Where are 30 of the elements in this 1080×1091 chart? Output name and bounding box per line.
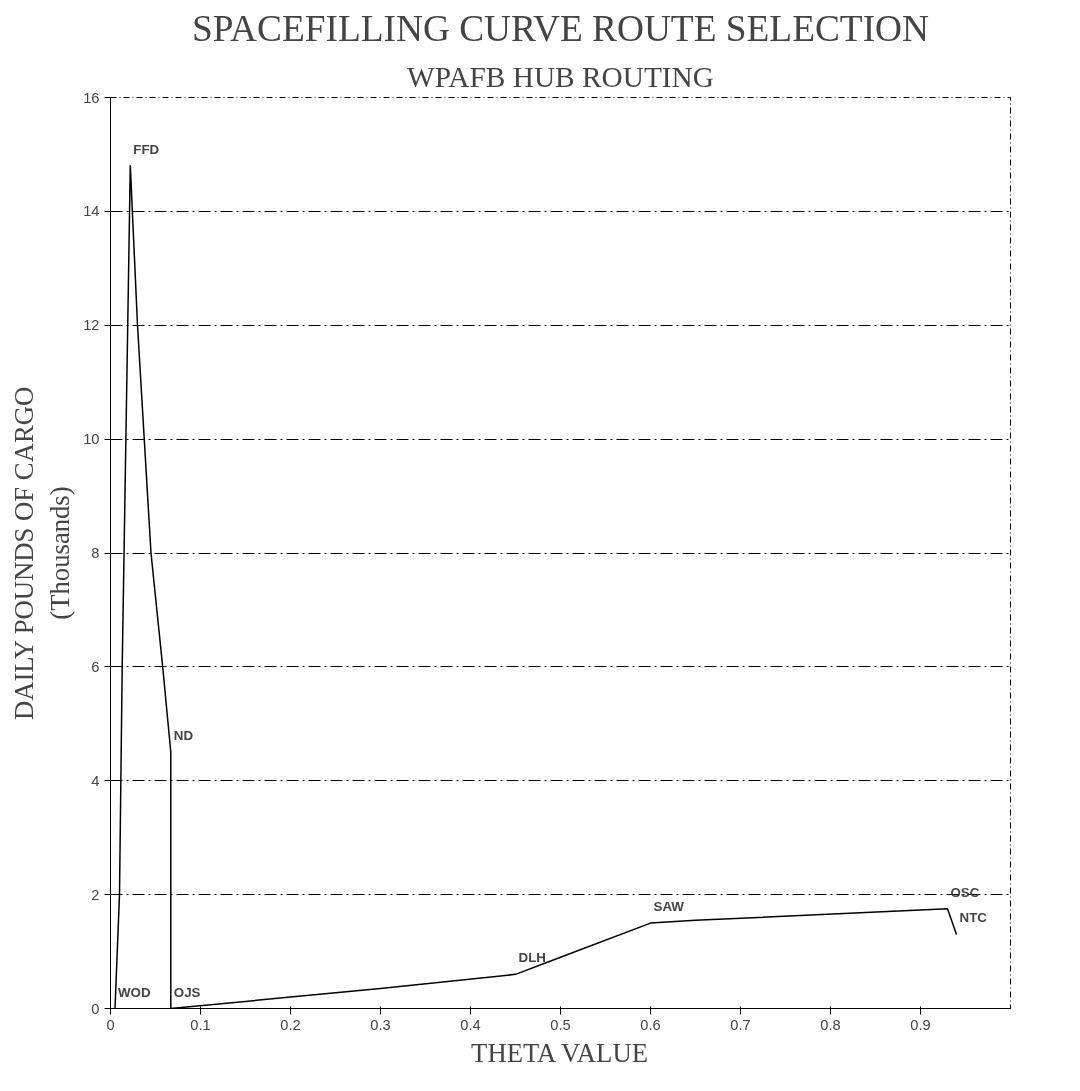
chart-subtitle: WPAFB HUB ROUTING: [407, 60, 714, 93]
x-tick-label: 0.9: [910, 1016, 931, 1033]
y-axis-title: DAILY POUNDS OF CARGO (Thousands): [9, 386, 76, 721]
x-tick-label: 0.6: [640, 1016, 661, 1033]
chart-title: SPACEFILLING CURVE ROUTE SELECTION: [191, 7, 930, 49]
x-tick-label: 0: [106, 1016, 115, 1033]
annotation: OJS: [173, 984, 201, 1000]
annotation: SAW: [653, 899, 685, 915]
y-tick-label: 6: [91, 658, 100, 675]
annotation: FFD: [133, 141, 160, 157]
y-tick-label: 14: [83, 203, 100, 220]
x-tick-label: 0.3: [370, 1016, 391, 1033]
x-tick-label: 0.5: [550, 1016, 571, 1033]
annotation: WOD: [118, 984, 151, 1000]
y-tick-label: 12: [83, 317, 100, 334]
x-tick-label: 0.8: [820, 1016, 841, 1033]
y-tick-label: 4: [91, 772, 100, 789]
y-tick-label: 2: [91, 886, 100, 903]
x-axis-title: THETA VALUE: [471, 1037, 648, 1068]
y-tick-label: 8: [91, 545, 100, 561]
x-tick-label: 0.4: [460, 1016, 481, 1033]
y-tick-label: 10: [83, 431, 100, 448]
annotation: NTC: [959, 910, 988, 926]
annotation: ND: [173, 728, 194, 744]
x-tick-label: 0.7: [730, 1016, 751, 1033]
y-tick-label: 0: [91, 1000, 100, 1017]
annotation: DLH: [518, 950, 546, 966]
x-tick-label: 0.1: [190, 1016, 211, 1033]
x-tick-label: 0.2: [280, 1016, 301, 1033]
y-tick-label: 16: [83, 89, 100, 106]
